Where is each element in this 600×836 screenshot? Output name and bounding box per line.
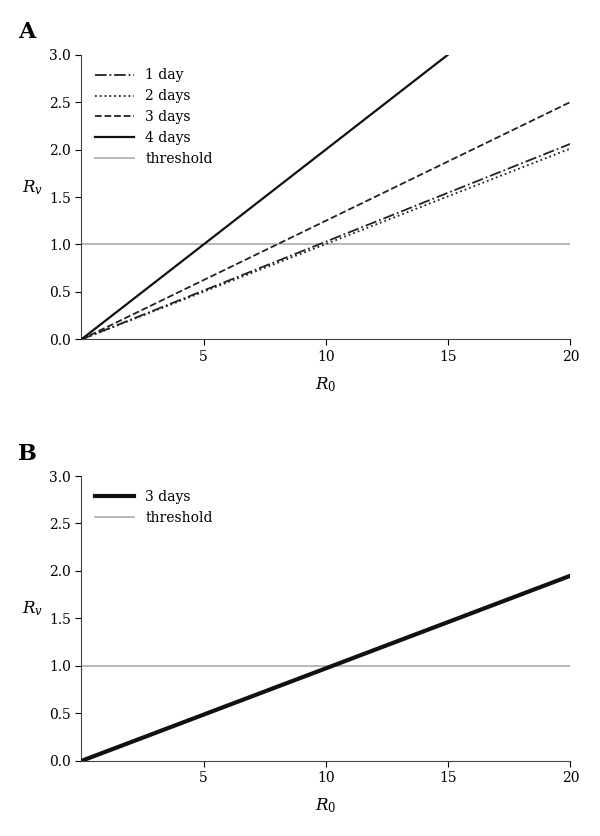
4 days [369,109,376,119]
Line: 1 day: 1 day [81,144,571,339]
4 days [343,129,350,139]
3 days [77,334,85,344]
3 days [77,756,85,766]
3 days [343,206,350,216]
1 day [310,242,317,252]
1 day [77,334,85,344]
1 day [479,174,486,184]
2 days [310,244,317,254]
3 days [567,571,574,581]
Line: 3 days: 3 days [81,102,571,339]
Text: B: B [17,442,37,465]
4 days [310,154,317,164]
3 days [555,103,562,113]
1 day [555,144,562,154]
3 days [369,645,376,655]
2 days [479,178,486,188]
Line: 2 days: 2 days [81,149,571,339]
3 days [343,655,350,665]
3 days [313,667,320,677]
2 days [313,242,320,252]
3 days [313,220,320,230]
3 days [479,140,486,150]
X-axis label: $R_{0}$: $R_{0}$ [315,375,337,394]
Text: A: A [17,21,35,43]
2 days [77,334,85,344]
4 days [77,334,85,344]
3 days [310,222,317,232]
Y-axis label: $R_v$: $R_v$ [22,178,43,197]
3 days [555,575,562,585]
1 day [369,218,376,228]
1 day [313,240,320,250]
1 day [343,228,350,238]
Legend: 1 day, 2 days, 3 days, 4 days, threshold: 1 day, 2 days, 3 days, 4 days, threshold [88,62,220,173]
1 day [567,139,574,149]
Line: 4 days: 4 days [81,0,571,339]
2 days [555,148,562,158]
Y-axis label: $R_v$: $R_v$ [22,599,43,619]
Legend: 3 days, threshold: 3 days, threshold [88,483,220,532]
3 days [310,668,317,678]
X-axis label: $R _0$: $R _0$ [315,797,337,815]
4 days [313,151,320,161]
2 days [567,144,574,154]
3 days [479,604,486,614]
2 days [369,221,376,231]
Line: 3 days: 3 days [81,576,571,761]
2 days [343,232,350,242]
4 days [479,23,486,33]
3 days [567,97,574,107]
3 days [369,193,376,203]
